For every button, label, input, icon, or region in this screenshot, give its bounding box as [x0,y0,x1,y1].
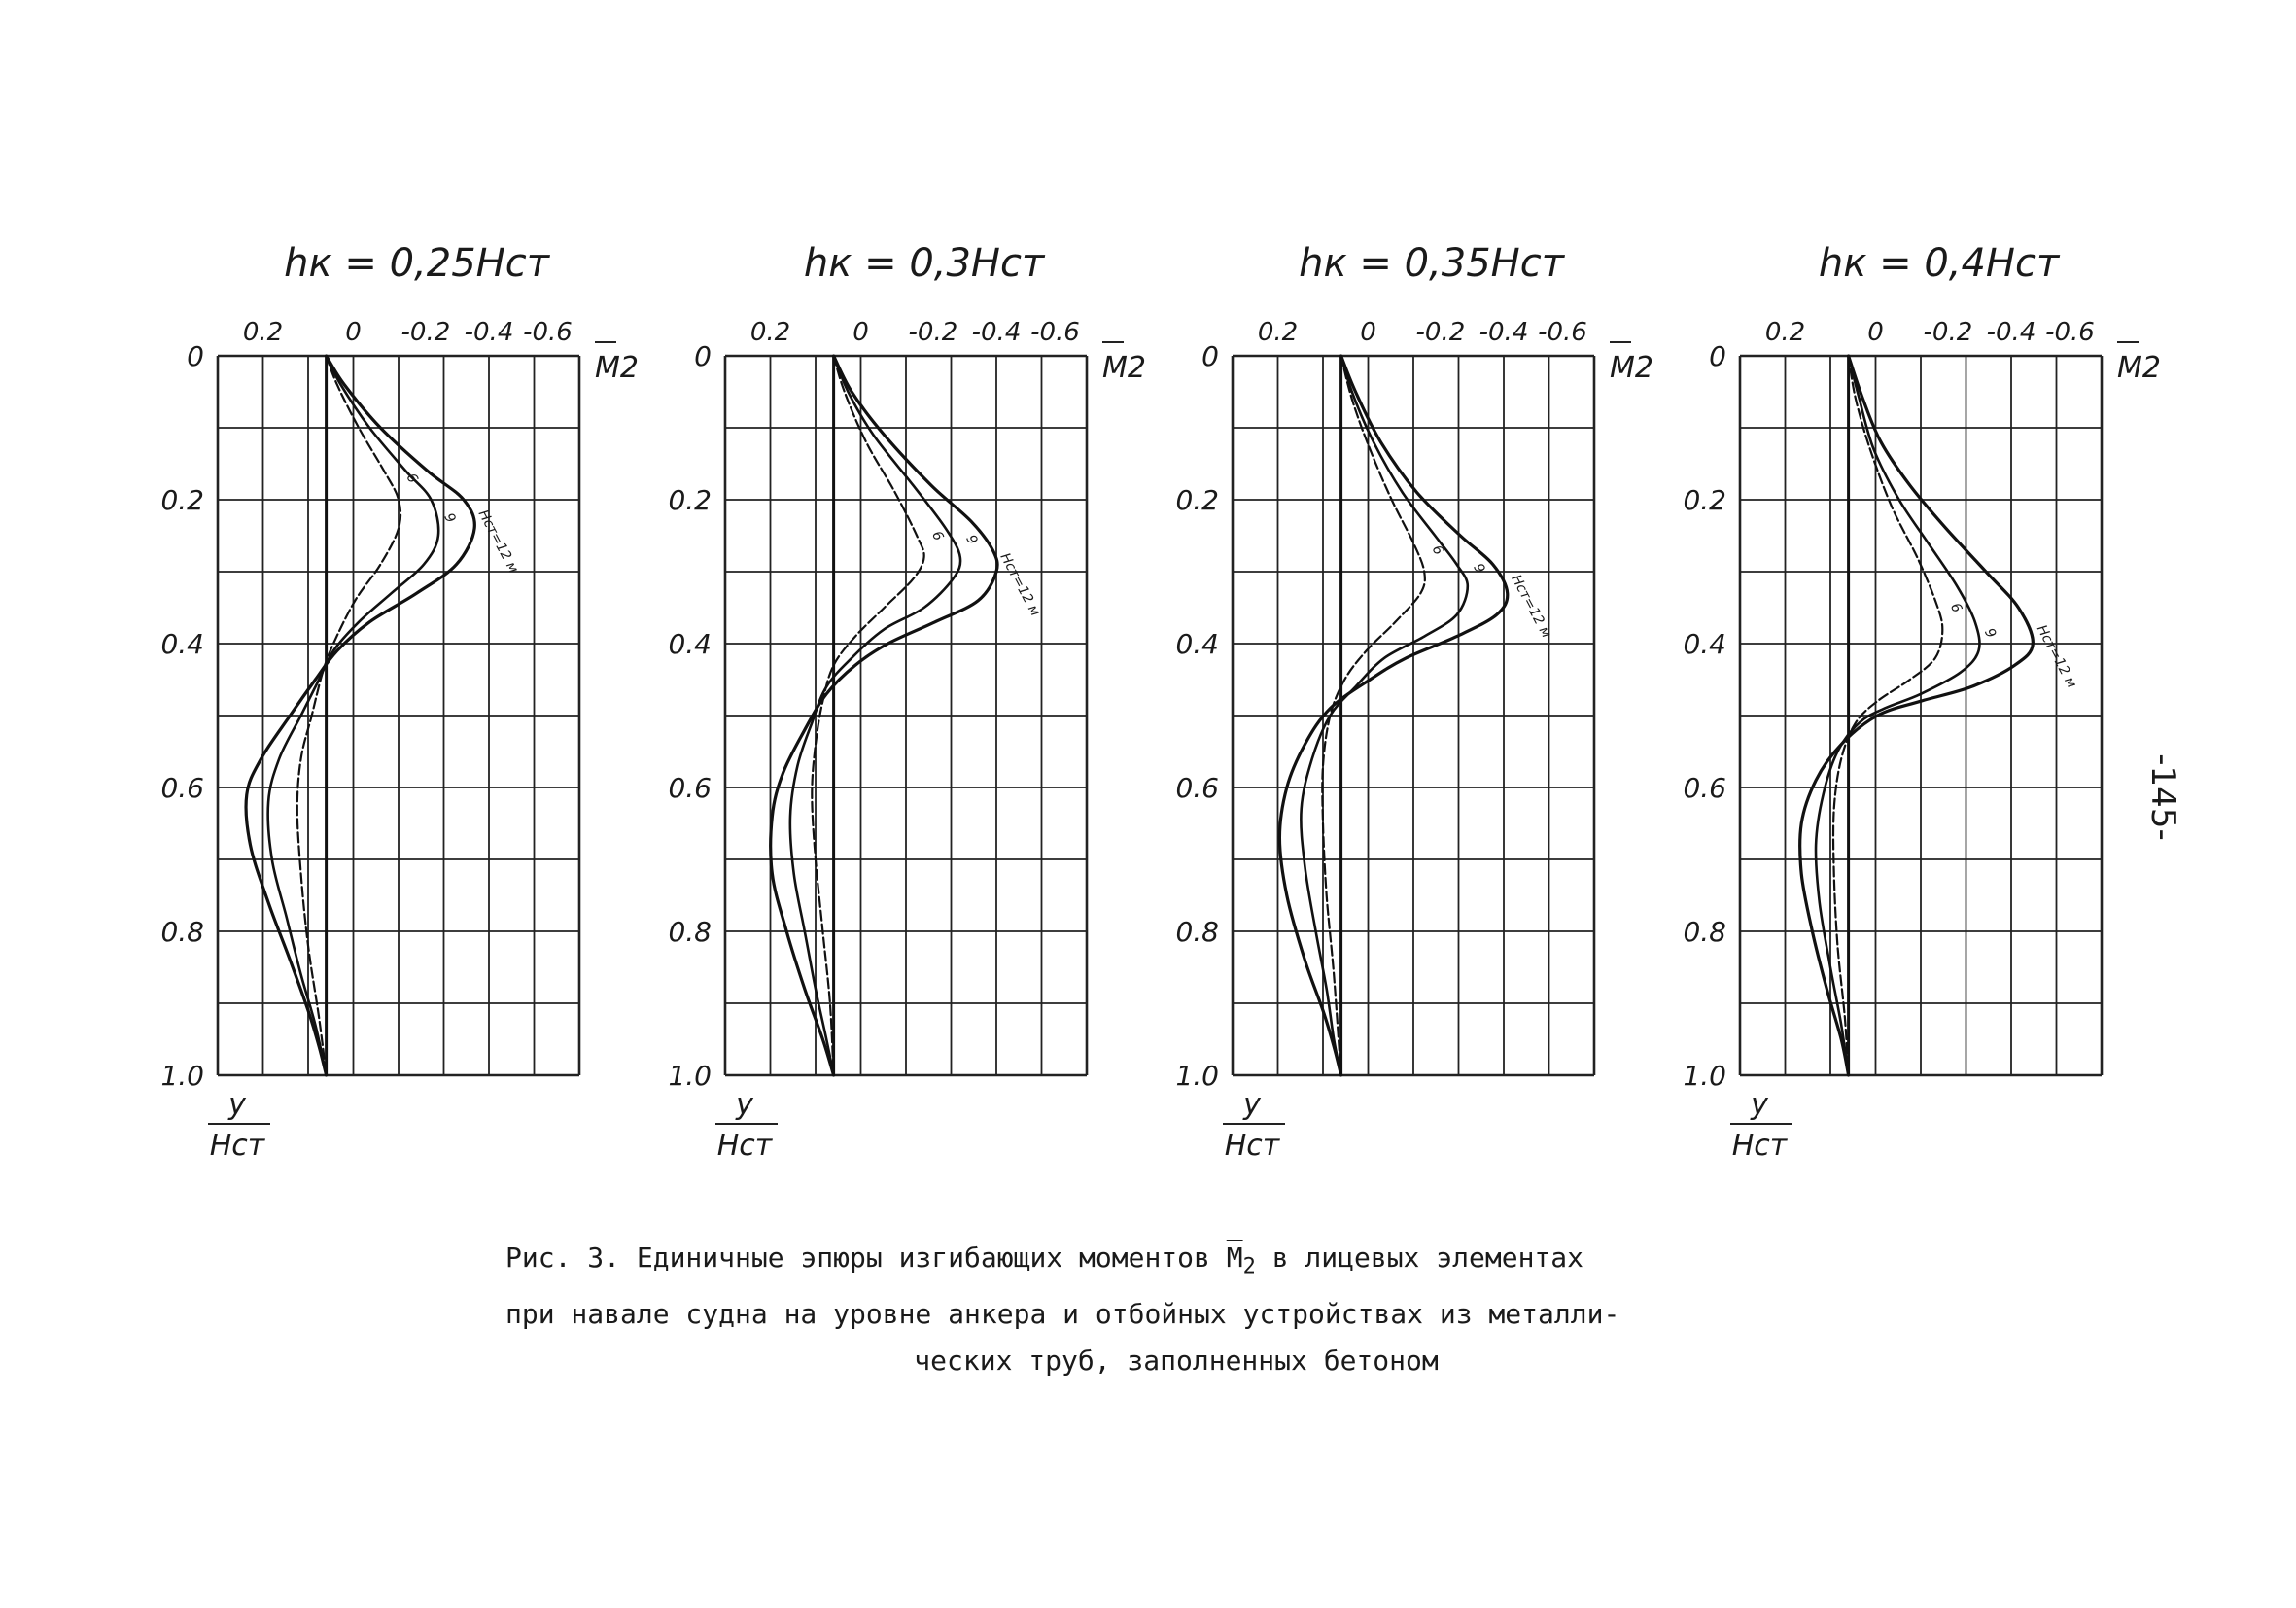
chart-panel-2: hк = 0,3Hст 0.2 0 -0.2 -0.4 -0.6 M2 0 0.2 0.4 0.6 0… [668,241,1146,1163]
y-tick-label: 0.8 [1683,916,1726,948]
y-tick-label: 0 [1709,340,1726,372]
y-tick-label: 0.2 [668,484,712,516]
y-axis-label-denominator: Hст [1225,1129,1281,1163]
caption-line-1-suffix: в лицевых элементах [1255,1241,1583,1274]
y-tick-label: 1.0 [160,1060,204,1092]
curve-label: Hст=12 м [475,507,522,577]
curve-label: 9 [1981,626,1999,641]
y-axis-label-denominator: Hст [210,1129,266,1163]
y-tick-label: 0.6 [668,772,712,804]
y-axis-label-numerator: y [1242,1088,1262,1122]
x-tick-label: 0.2 [1765,318,1805,347]
curve-label: 6 [1429,542,1446,557]
curve-series [1321,354,1426,1077]
caption-line-3: ческих труб, заполненных бетоном [914,1344,1439,1377]
y-tick-label: 0.2 [160,484,204,516]
caption-line-2: при навале судна на уровне анкера и отбо… [505,1297,1620,1330]
page-number: -145- [2143,753,2182,841]
y-axis-label-denominator: Hст [717,1129,774,1163]
x-tick-label: -0.4 [972,318,1022,347]
curve-series [1300,354,1470,1077]
x-tick-label: 0 [1867,318,1884,347]
x-tick-label: 0 [1360,318,1376,347]
y-axis-label-numerator: y [227,1088,247,1122]
x-tick-label: -0.2 [1416,318,1466,347]
panel-title: hк = 0,35Hст [1299,241,1566,286]
curve-label: Hст=12 м [996,550,1043,619]
x-tick-label: 0.2 [243,318,283,347]
curve-series [788,354,962,1077]
y-tick-label: 0.4 [1175,628,1219,660]
chart-panel-4: hк = 0,4Hст 0.2 0 -0.2 -0.4 -0.6 M2 0 0.2 0.4 0.6 0… [1683,241,2161,1163]
curve-series [1798,354,2035,1077]
curve-series [769,354,999,1077]
caption-line-1-prefix: Рис. 3. Единичные эпюры изгибающих момен… [505,1241,1227,1274]
chart-panel-3: hк = 0,35Hст 0.2 0 -0.2 -0.4 -0.6 M2 0 0.2 0.4 0.6… [1175,241,1653,1163]
y-tick-label: 0.2 [1683,484,1726,516]
panel-title: hк = 0,4Hст [1819,241,2061,286]
y-tick-label: 0.4 [1683,628,1726,660]
curve-series [296,354,402,1077]
y-axis-label-numerator: y [1750,1088,1769,1122]
y-tick-label: 0.8 [1175,916,1219,948]
x-tick-label: -0.2 [401,318,451,347]
panel-title: hк = 0,25Hст [284,241,551,286]
curve-series [811,354,925,1077]
x-tick-label: -0.6 [523,318,573,347]
x-axis-label: M2 [2117,351,2161,385]
curve-label: 6 [1947,601,1965,615]
x-tick-label: -0.4 [465,318,514,347]
x-tick-label: -0.2 [909,318,958,347]
x-tick-label: 0 [852,318,869,347]
curve-label: 6 [928,529,946,543]
y-tick-label: 0 [187,340,204,372]
x-tick-label: 0.2 [750,318,790,347]
x-axis-label: M2 [1610,351,1653,385]
x-tick-label: 0.2 [1258,318,1298,347]
x-tick-label: 0 [345,318,362,347]
x-tick-label: -0.6 [1538,318,1587,347]
y-tick-label: 0.4 [160,628,204,660]
y-axis-label-numerator: y [735,1088,754,1122]
x-tick-label: -0.4 [1479,318,1529,347]
y-tick-label: 1.0 [1683,1060,1726,1092]
x-axis-label: M2 [595,351,639,385]
panel-title: hк = 0,3Hст [804,241,1046,286]
curve-label: 9 [962,533,980,547]
figure-caption: Рис. 3. Единичные эпюры изгибающих момен… [505,1235,1847,1384]
y-tick-label: 1.0 [668,1060,712,1092]
y-tick-label: 0 [1201,340,1219,372]
curve-series [1831,354,1944,1077]
y-tick-label: 0.4 [668,628,712,660]
curve-series [1814,354,1981,1077]
y-axis-label-denominator: Hст [1732,1129,1789,1163]
curve-series [1277,354,1510,1077]
curve-label: 9 [1470,561,1487,576]
y-tick-label: 1.0 [1175,1060,1219,1092]
chart-panel-1: hк = 0,25Hст 0.2 0 -0.2 -0.4 -0.6 M2 0 0.2 0.4 0.6… [160,241,639,1163]
x-tick-label: -0.4 [1987,318,2036,347]
curve-label: Hст=12 м [1508,573,1554,642]
y-tick-label: 0.2 [1175,484,1219,516]
caption-symbol: M [1226,1241,1243,1274]
y-tick-label: 0.8 [668,916,712,948]
y-tick-label: 0.6 [1175,772,1219,804]
y-tick-label: 0.8 [160,916,204,948]
caption-symbol-subscript: 2 [1242,1254,1256,1279]
caption-line-1: Рис. 3. Единичные эпюры изгибающих момен… [505,1235,1847,1291]
x-tick-label: -0.2 [1924,318,1973,347]
y-tick-label: 0 [694,340,712,372]
x-axis-label: M2 [1102,351,1146,385]
curve-series [266,354,440,1077]
y-tick-label: 0.6 [160,772,204,804]
x-tick-label: -0.6 [1030,318,1080,347]
x-tick-label: -0.6 [2045,318,2095,347]
y-tick-label: 0.6 [1683,772,1726,804]
